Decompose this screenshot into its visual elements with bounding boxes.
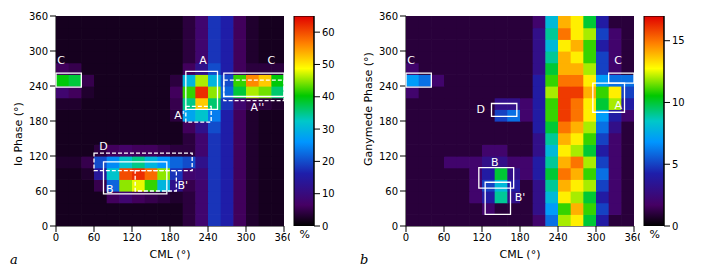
svg-text:60: 60 [438, 232, 451, 243]
svg-text:A: A [199, 54, 207, 67]
svg-text:Ganymede Phase (°): Ganymede Phase (°) [362, 52, 375, 166]
svg-text:0: 0 [392, 221, 398, 232]
svg-text:0: 0 [672, 221, 678, 232]
svg-text:%: % [300, 228, 310, 241]
svg-text:0: 0 [53, 232, 59, 243]
svg-text:240: 240 [379, 81, 398, 92]
svg-text:CML (°): CML (°) [150, 248, 191, 260]
svg-text:50: 50 [322, 59, 335, 70]
svg-text:B': B' [515, 191, 526, 204]
svg-text:Io Phase (°): Io Phase (°) [12, 102, 25, 166]
svg-text:240: 240 [548, 232, 567, 243]
svg-text:240: 240 [198, 232, 217, 243]
svg-text:C: C [614, 54, 622, 67]
svg-text:C: C [407, 54, 415, 67]
svg-text:0: 0 [322, 221, 328, 232]
svg-text:5: 5 [672, 159, 678, 170]
svg-text:300: 300 [586, 232, 605, 243]
svg-text:B': B' [177, 179, 188, 192]
svg-text:20: 20 [322, 156, 335, 167]
svg-text:C: C [267, 54, 275, 67]
svg-text:300: 300 [29, 46, 48, 57]
svg-text:B: B [491, 156, 499, 169]
html-text:b: b [360, 252, 369, 267]
svg-text:60: 60 [322, 27, 335, 38]
svg-text:60: 60 [88, 232, 101, 243]
svg-text:30: 30 [322, 124, 335, 135]
svg-text:0: 0 [42, 221, 48, 232]
svg-text:180: 180 [510, 232, 529, 243]
svg-text:A: A [614, 99, 622, 112]
svg-text:120: 120 [122, 232, 141, 243]
svg-text:120: 120 [472, 232, 491, 243]
svg-text:360: 360 [379, 11, 398, 22]
svg-text:%: % [650, 228, 660, 241]
svg-text:240: 240 [29, 81, 48, 92]
svg-text:15: 15 [672, 35, 685, 46]
svg-text:D: D [99, 140, 107, 153]
svg-text:40: 40 [322, 91, 335, 102]
svg-text:A'': A'' [251, 101, 265, 114]
svg-text:10: 10 [322, 188, 335, 199]
svg-text:180: 180 [379, 116, 398, 127]
svg-text:C: C [57, 54, 65, 67]
svg-text:60: 60 [35, 186, 48, 197]
svg-text:60: 60 [385, 186, 398, 197]
svg-text:B: B [106, 183, 114, 196]
svg-text:120: 120 [379, 151, 398, 162]
svg-text:180: 180 [29, 116, 48, 127]
svg-text:360: 360 [624, 232, 640, 243]
svg-text:360: 360 [29, 11, 48, 22]
svg-text:D: D [476, 103, 484, 116]
svg-text:300: 300 [236, 232, 255, 243]
svg-text:180: 180 [160, 232, 179, 243]
svg-text:120: 120 [29, 151, 48, 162]
svg-text:10: 10 [672, 97, 685, 108]
svg-text:A': A' [174, 109, 185, 122]
svg-text:0: 0 [403, 232, 409, 243]
svg-text:360: 360 [274, 232, 290, 243]
html-text:a: a [10, 252, 18, 267]
svg-text:300: 300 [379, 46, 398, 57]
svg-text:CML (°): CML (°) [500, 248, 541, 260]
